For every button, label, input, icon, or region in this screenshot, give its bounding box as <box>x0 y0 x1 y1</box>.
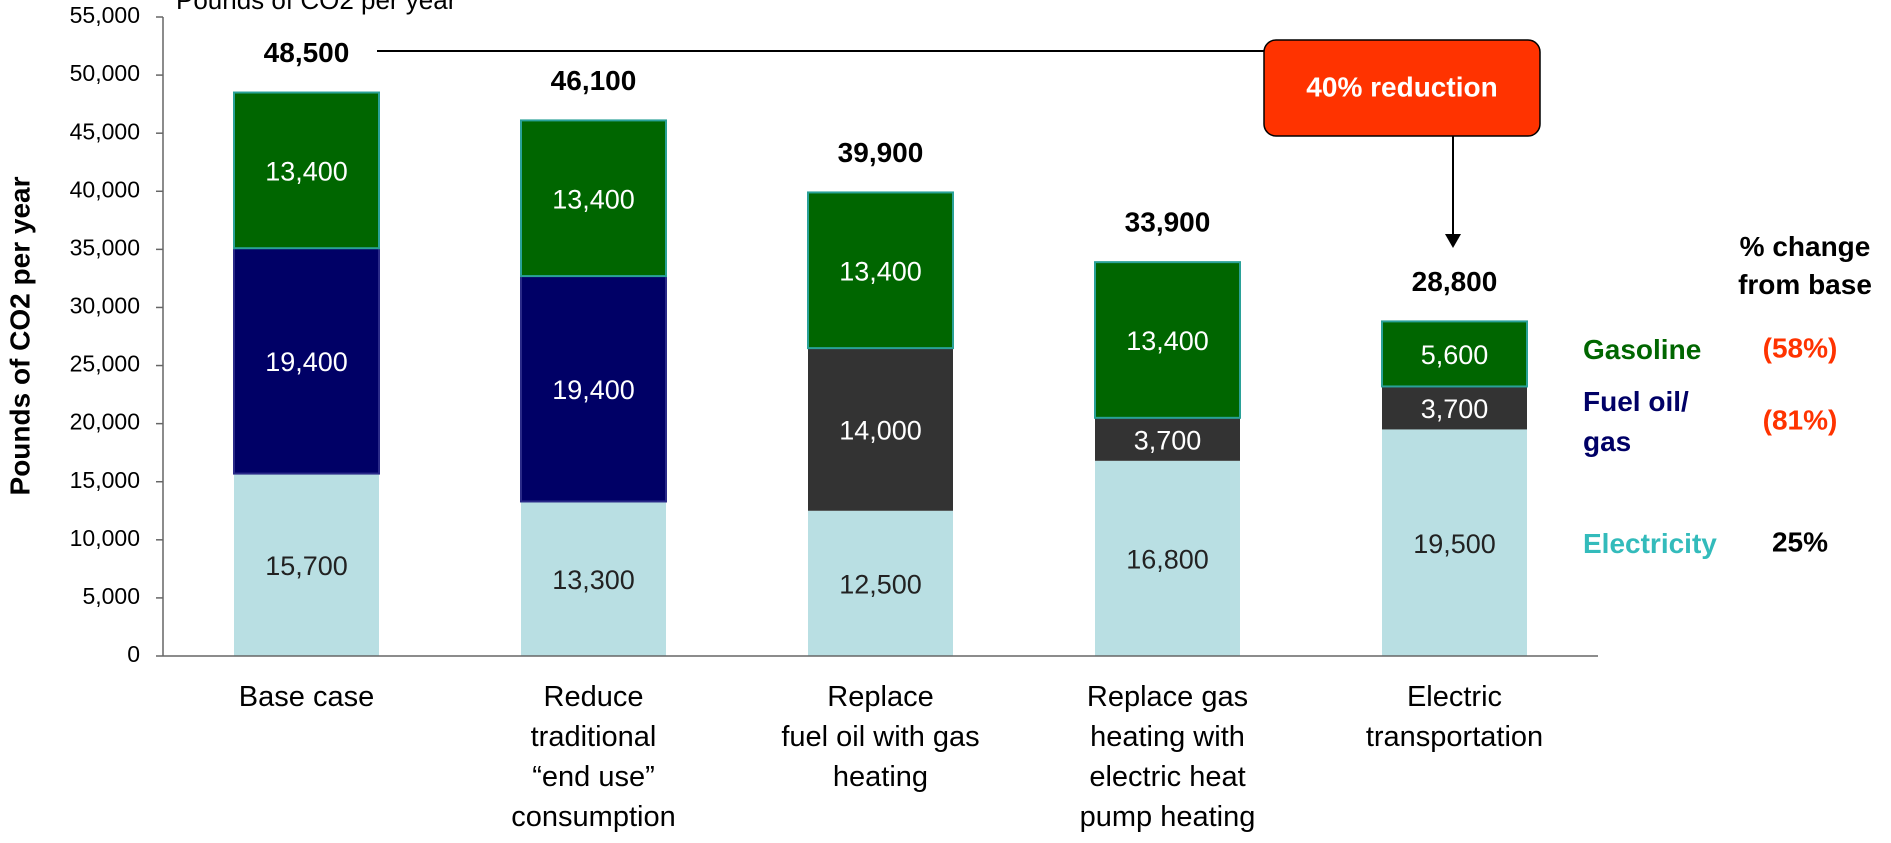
value-label: 5,600 <box>1421 340 1489 370</box>
total-label: 48,500 <box>264 37 350 68</box>
change-header: % change from base <box>1738 231 1872 300</box>
value-label: 15,700 <box>265 551 348 581</box>
y-tick-label: 25,000 <box>70 351 140 377</box>
bar-segment <box>234 473 379 656</box>
change-label: (58%) <box>1763 332 1838 363</box>
legend-entry: Gasoline <box>1583 334 1702 365</box>
total-label: 39,900 <box>838 137 924 168</box>
total-label: 33,900 <box>1125 207 1211 238</box>
value-label: 13,400 <box>839 256 922 286</box>
bar-segment <box>1094 261 1241 419</box>
y-tick-label: 50,000 <box>70 60 140 86</box>
x-tick-label: Replace fuel oil with gas heating <box>781 681 980 793</box>
arrow-head <box>1445 234 1461 248</box>
value-label: 13,400 <box>265 156 348 186</box>
value-label: 3,700 <box>1421 394 1489 424</box>
value-label: 16,800 <box>1126 545 1209 575</box>
change-label: 25% <box>1772 526 1828 557</box>
bar-segment <box>1382 386 1527 430</box>
bar-segment <box>520 119 667 278</box>
y-tick-label: 10,000 <box>70 525 140 551</box>
y-tick-label: 0 <box>127 641 140 667</box>
bar-segment <box>233 91 380 250</box>
value-label: 3,700 <box>1134 425 1202 455</box>
x-tick-label: Base case <box>238 681 375 713</box>
change-label: (81%) <box>1763 404 1838 435</box>
y-tick-label: 35,000 <box>70 234 140 260</box>
value-label: 13,400 <box>1126 326 1209 356</box>
value-label: 12,500 <box>839 570 922 600</box>
y-tick-label: 20,000 <box>70 409 140 435</box>
x-tick-label: Electric transportation <box>1365 681 1544 753</box>
x-tick-label: Replace gas heating with electric heat p… <box>1079 681 1256 833</box>
y-tick-label: 55,000 <box>70 2 140 28</box>
legend-entry: Electricity <box>1583 528 1717 559</box>
value-label: 14,000 <box>839 416 922 446</box>
y-tick-label: 5,000 <box>82 583 140 609</box>
annotation: 40% reduction <box>1306 71 1497 102</box>
value-label: 13,400 <box>552 184 635 214</box>
legend-entry: Fuel oil/ gas <box>1583 386 1689 457</box>
y-tick-label: 15,000 <box>70 467 140 493</box>
bar-segment <box>1095 460 1240 656</box>
total-label: 28,800 <box>1412 266 1498 297</box>
value-label: 19,400 <box>265 347 348 377</box>
annotation-box <box>1263 39 1541 137</box>
y-tick-label: 45,000 <box>70 118 140 144</box>
y-tick-label: 30,000 <box>70 293 140 319</box>
y-axis-label: Pounds of CO2 per year <box>4 176 35 495</box>
value-label: 19,500 <box>1413 529 1496 559</box>
value-label: 13,300 <box>552 565 635 595</box>
unit-note: Pounds of CO2 per year <box>176 0 457 15</box>
total-label: 46,100 <box>551 65 637 96</box>
bar-segment <box>808 510 953 656</box>
bar-segment <box>808 348 953 511</box>
bar-segment <box>1095 417 1240 461</box>
x-tick-label: Reduce traditional “end use” consumption <box>511 681 676 833</box>
y-tick-label: 40,000 <box>70 176 140 202</box>
bar-segment <box>521 501 666 656</box>
bar-segment <box>1381 320 1528 388</box>
value-label: 19,400 <box>552 375 635 405</box>
bar-segment <box>807 191 954 350</box>
bar-segment <box>1382 429 1527 656</box>
